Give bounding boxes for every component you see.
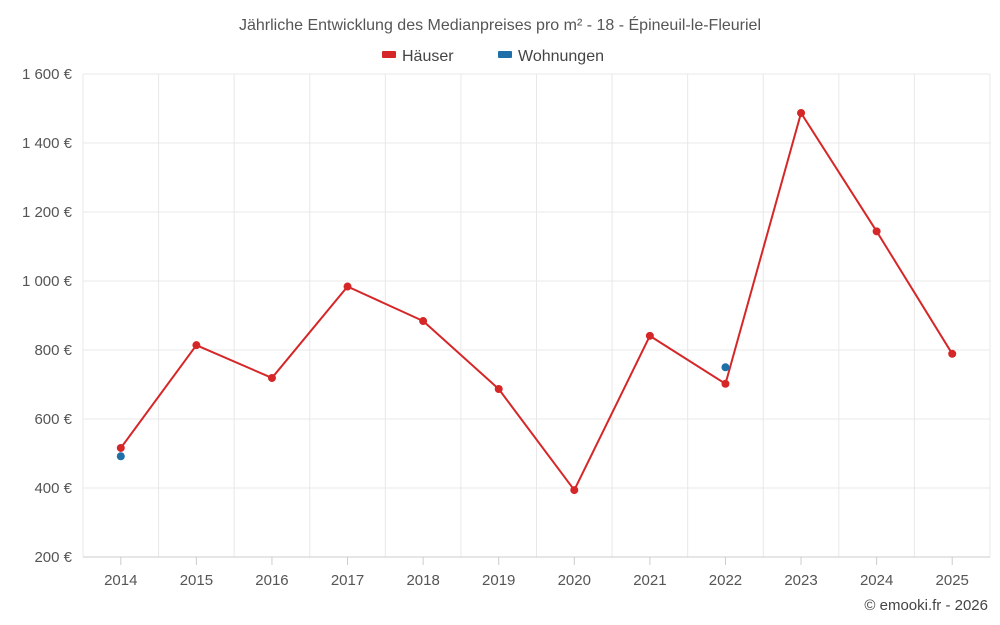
data-point [721, 379, 730, 388]
gridlines [82, 73, 991, 558]
x-tick-label: 2017 [331, 572, 364, 589]
x-tick-label: 2016 [255, 572, 288, 589]
y-tick-label: 600 € [34, 411, 72, 428]
legend-label: Häuser [402, 48, 454, 65]
data-point [872, 227, 881, 236]
x-tick-label: 2021 [633, 572, 666, 589]
y-tick-label: 1 000 € [22, 273, 73, 290]
data-point [116, 443, 125, 452]
legend-label: Wohnungen [518, 48, 604, 65]
copyright-credit: © emooki.fr - 2026 [864, 597, 988, 614]
legend-item-häuser: Häuser [382, 48, 454, 65]
data-point [192, 341, 201, 350]
legend-swatch [498, 51, 512, 58]
y-tick-label: 1 200 € [22, 204, 73, 221]
data-point [343, 282, 352, 291]
x-tick-label: 2023 [784, 572, 817, 589]
x-tick-label: 2024 [860, 572, 893, 589]
x-tick-label: 2020 [558, 572, 591, 589]
x-tick-label: 2018 [406, 572, 439, 589]
data-point [948, 349, 957, 358]
data-point [494, 384, 503, 393]
chart-title: Jährliche Entwicklung des Medianpreises … [239, 15, 761, 34]
y-tick-label: 1 600 € [22, 66, 73, 83]
y-tick-label: 200 € [34, 549, 72, 566]
legend-item-wohnungen: Wohnungen [498, 48, 604, 65]
data-point [721, 363, 730, 372]
x-tick-label: 2015 [180, 572, 213, 589]
data-point [267, 373, 276, 382]
x-tick-label: 2019 [482, 572, 515, 589]
series-line [119, 111, 954, 492]
x-tick-label: 2014 [104, 572, 137, 589]
y-tick-label: 800 € [34, 342, 72, 359]
data-point [797, 108, 806, 117]
x-tick-label: 2025 [936, 572, 969, 589]
series-häuser [116, 108, 957, 495]
legend-swatch [382, 51, 396, 58]
legend: Häuser Wohnungen [382, 48, 604, 65]
y-tick-label: 1 400 € [22, 135, 73, 152]
x-tick-label: 2022 [709, 572, 742, 589]
data-point [116, 452, 125, 461]
x-axis-ticks: 2014 2015 2016 2017 2018 2019 2020 2021 2022 2023… [104, 557, 969, 589]
series-wohnungen [116, 363, 730, 461]
data-point [419, 317, 428, 326]
series-layer [116, 108, 957, 495]
data-point [570, 486, 579, 495]
y-axis-ticks: 200 € 400 € 600 € 800 € 1 000 € 1 200 € 1 400 … [22, 66, 73, 566]
y-tick-label: 400 € [34, 480, 72, 497]
data-point [645, 331, 654, 340]
